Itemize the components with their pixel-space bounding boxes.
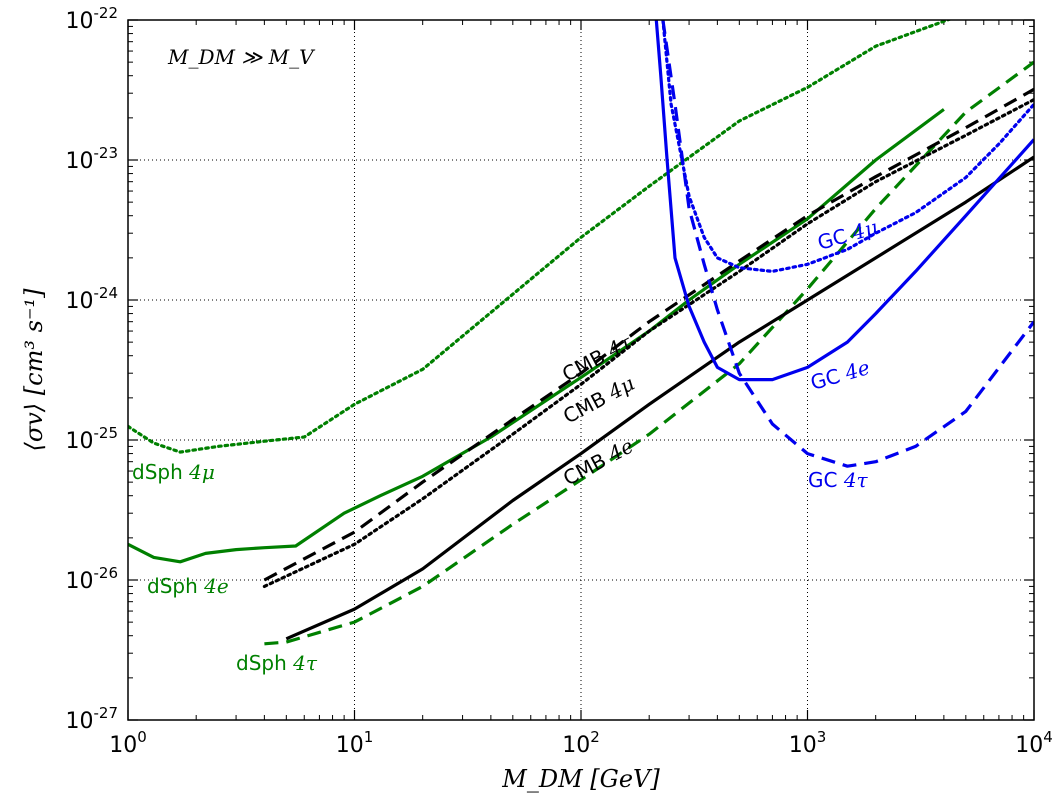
- x-tick-label: 102: [562, 728, 600, 758]
- series-label: GC 4τ: [808, 468, 869, 492]
- series-label: dSph 4μ: [132, 460, 215, 484]
- series-line-dsph-4τ: [264, 60, 1034, 646]
- series-line-cmb-4e: [285, 155, 1034, 641]
- series-line-gc-4e: [654, 20, 1034, 382]
- x-tick-label: 103: [789, 728, 827, 758]
- x-tick-label: 100: [109, 728, 147, 758]
- y-tick-label: 10-23: [66, 144, 119, 174]
- series-line-gc-4μ: [661, 20, 1034, 273]
- series-line-dsph-4μ: [128, 20, 952, 454]
- plot-annotation: M_DM ≫ M_V: [167, 45, 316, 69]
- y-axis-label: ⟨σv⟩ [cm³ s⁻¹]: [20, 288, 48, 452]
- y-tick-label: 10-27: [66, 704, 119, 734]
- series-line-cmb-4τ: [263, 87, 1034, 582]
- y-tick-label: 10-22: [66, 4, 119, 34]
- series-label: dSph 4e: [147, 574, 229, 598]
- plot-frame: [127, 19, 1035, 721]
- series-label: dSph 4τ: [236, 651, 318, 675]
- x-tick-label: 104: [1015, 728, 1053, 758]
- series-lines: [128, 20, 1034, 646]
- y-tick-label: 10-25: [66, 424, 119, 454]
- x-axis-label: M_DM [GeV]: [501, 765, 660, 793]
- series-line-gc-4τ: [661, 20, 1034, 468]
- grid: [128, 20, 1034, 720]
- y-tick-label: 10-24: [66, 284, 119, 314]
- x-tick-label: 101: [336, 728, 374, 758]
- series-line-cmb-4μ: [262, 97, 1034, 589]
- series-line-dsph-4e: [128, 108, 945, 564]
- ticks: [127, 19, 1035, 721]
- tick-labels: 100 101 102 103 104 10-27 10-26 10-25 10-24 10-23…: [66, 4, 1053, 758]
- y-tick-label: 10-26: [66, 564, 119, 594]
